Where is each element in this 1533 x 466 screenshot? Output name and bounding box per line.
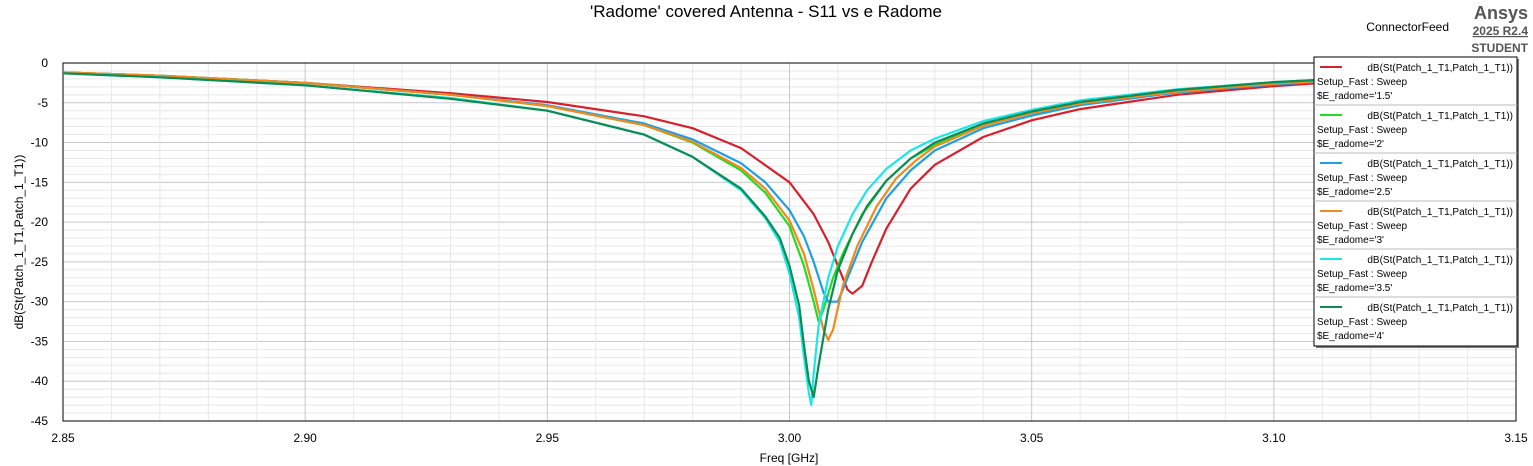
y-tick-label: -30 xyxy=(31,295,49,309)
y-tick-label: -15 xyxy=(31,175,49,189)
legend-setup: Setup_Fast : Sweep xyxy=(1317,317,1407,328)
legend-series-name: dB(St(Patch_1_T1,Patch_1_T1)) xyxy=(1367,159,1513,170)
series-line-3 xyxy=(62,71,1371,303)
legend-entry[interactable]: dB(St(Patch_1_T1,Patch_1_T1)) Setup_Fast … xyxy=(1314,248,1517,294)
y-tick-label: -20 xyxy=(31,215,49,229)
legend[interactable]: dB(St(Patch_1_T1,Patch_1_T1)) Setup_Fast … xyxy=(1313,56,1519,348)
series-line-5 xyxy=(62,72,1371,407)
y-tick-label: -5 xyxy=(37,96,48,110)
legend-setup: Setup_Fast : Sweep xyxy=(1317,221,1407,232)
context-label: ConnectorFeed xyxy=(1366,20,1449,34)
x-axis-label: Freq [GHz] xyxy=(760,451,819,465)
series-line-1 xyxy=(62,71,1371,295)
legend-param: $E_radome='1.5' xyxy=(1317,91,1392,102)
legend-setup: Setup_Fast : Sweep xyxy=(1317,269,1407,280)
legend-setup: Setup_Fast : Sweep xyxy=(1317,173,1407,184)
x-tick-label: 2.85 xyxy=(51,431,75,445)
y-tick-label: -25 xyxy=(31,255,49,269)
legend-series-name: dB(St(Patch_1_T1,Patch_1_T1)) xyxy=(1367,111,1513,122)
legend-series-name: dB(St(Patch_1_T1,Patch_1_T1)) xyxy=(1367,207,1513,218)
series-line-2 xyxy=(62,71,1371,323)
legend-setup: Setup_Fast : Sweep xyxy=(1317,77,1407,88)
legend-setup: Setup_Fast : Sweep xyxy=(1317,125,1407,136)
x-tick-label: 2.90 xyxy=(293,431,317,445)
legend-param: $E_radome='2' xyxy=(1317,139,1384,150)
legend-entry[interactable]: dB(St(Patch_1_T1,Patch_1_T1)) Setup_Fast … xyxy=(1314,104,1517,150)
x-tick-label: 3.05 xyxy=(1020,431,1044,445)
y-tick-label: 0 xyxy=(41,56,48,70)
series-lines xyxy=(62,71,1371,407)
legend-entry[interactable]: dB(St(Patch_1_T1,Patch_1_T1)) Setup_Fast … xyxy=(1314,200,1517,246)
chart-title: 'Radome' covered Antenna - S11 vs e Rado… xyxy=(590,2,942,21)
x-tick-label: 2.95 xyxy=(536,431,560,445)
x-tick-label: 3.15 xyxy=(1504,431,1528,445)
legend-entry[interactable]: dB(St(Patch_1_T1,Patch_1_T1)) Setup_Fast … xyxy=(1317,63,1513,102)
axis-ticks: 2.85 2.90 2.95 3.00 3.05 3.10 3.15 0 -5 -10 -15 -20… xyxy=(31,56,1528,445)
legend-param: $E_radome='3.5' xyxy=(1317,283,1392,294)
y-tick-label: -10 xyxy=(31,136,49,150)
edition-label: STUDENT xyxy=(1471,41,1528,55)
y-axis-label: dB(St(Patch_1_T1,Patch_1_T1)) xyxy=(12,155,26,330)
brand-name: Ansys xyxy=(1474,3,1528,23)
legend-param: $E_radome='3' xyxy=(1317,235,1384,246)
legend-series-name: dB(St(Patch_1_T1,Patch_1_T1)) xyxy=(1367,255,1513,266)
plot-grid xyxy=(62,62,1517,422)
x-tick-label: 3.00 xyxy=(778,431,802,445)
legend-param: $E_radome='2.5' xyxy=(1317,187,1392,198)
legend-entry[interactable]: dB(St(Patch_1_T1,Patch_1_T1)) Setup_Fast … xyxy=(1314,152,1517,198)
version-label: 2025 R2.4 xyxy=(1473,24,1529,38)
x-tick-label: 3.10 xyxy=(1262,431,1286,445)
ansys-badge: Ansys 2025 R2.4 STUDENT xyxy=(1471,3,1528,55)
legend-param: $E_radome='4' xyxy=(1317,331,1384,342)
legend-entry[interactable]: dB(St(Patch_1_T1,Patch_1_T1)) Setup_Fast … xyxy=(1314,296,1517,342)
legend-series-name: dB(St(Patch_1_T1,Patch_1_T1)) xyxy=(1367,63,1513,74)
y-tick-label: -45 xyxy=(31,414,49,428)
y-tick-label: -35 xyxy=(31,334,49,348)
legend-series-name: dB(St(Patch_1_T1,Patch_1_T1)) xyxy=(1367,303,1513,314)
series-line-6 xyxy=(62,72,1371,399)
series-line-4 xyxy=(62,71,1371,341)
y-tick-label: -40 xyxy=(31,374,49,388)
